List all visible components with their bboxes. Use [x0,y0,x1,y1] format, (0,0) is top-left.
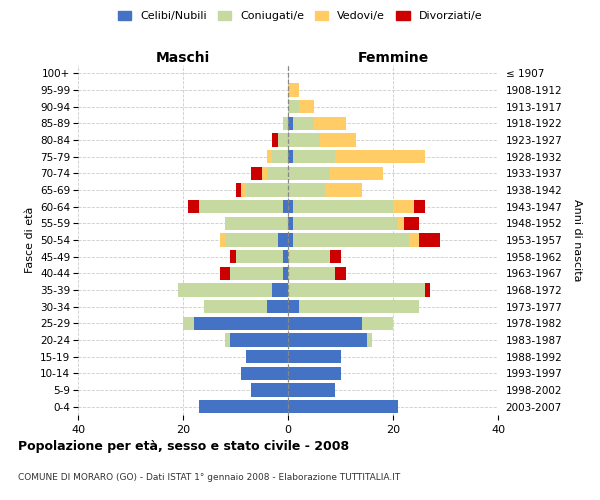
Bar [204,300,267,314]
Bar [299,300,419,314]
Bar [367,334,372,346]
Bar [178,284,272,296]
Bar [288,100,299,114]
Bar [272,134,277,146]
Bar [199,200,283,213]
Bar [251,166,262,180]
Bar [262,166,267,180]
Bar [288,184,325,196]
Bar [335,150,425,164]
Bar [288,200,293,213]
Bar [409,234,419,246]
Bar [225,234,277,246]
Bar [414,200,425,213]
Y-axis label: Anni di nascita: Anni di nascita [572,198,582,281]
Bar [330,166,383,180]
Bar [288,350,341,364]
Bar [288,134,320,146]
Bar [288,366,341,380]
Bar [398,216,404,230]
Bar [419,234,440,246]
Bar [330,250,341,264]
Bar [288,316,361,330]
Bar [288,216,293,230]
Bar [241,366,288,380]
Bar [288,400,398,413]
Bar [293,216,398,230]
Bar [220,234,225,246]
Bar [267,300,288,314]
Bar [235,184,241,196]
Bar [325,184,361,196]
Bar [283,116,288,130]
Bar [283,250,288,264]
Bar [288,84,299,96]
Bar [299,100,314,114]
Bar [425,284,430,296]
Bar [272,150,288,164]
Bar [230,250,235,264]
Bar [288,384,335,396]
Bar [246,350,288,364]
Bar [288,116,293,130]
Bar [288,250,330,264]
Bar [283,200,288,213]
Bar [230,266,283,280]
Bar [288,300,299,314]
Bar [288,266,335,280]
Bar [183,316,193,330]
Bar [193,316,288,330]
Bar [283,266,288,280]
Bar [246,184,288,196]
Bar [293,200,393,213]
Bar [277,134,288,146]
Bar [314,116,346,130]
Y-axis label: Fasce di età: Fasce di età [25,207,35,273]
Text: Maschi: Maschi [156,51,210,65]
Bar [293,234,409,246]
Bar [404,216,419,230]
Bar [277,234,288,246]
Bar [199,400,288,413]
Bar [293,116,314,130]
Bar [235,250,283,264]
Bar [225,216,288,230]
Bar [272,284,288,296]
Bar [230,334,288,346]
Bar [225,334,230,346]
Text: COMUNE DI MORARO (GO) - Dati ISTAT 1° gennaio 2008 - Elaborazione TUTTITALIA.IT: COMUNE DI MORARO (GO) - Dati ISTAT 1° ge… [18,473,400,482]
Bar [393,200,414,213]
Bar [241,184,246,196]
Text: Femmine: Femmine [358,51,428,65]
Text: Popolazione per età, sesso e stato civile - 2008: Popolazione per età, sesso e stato civil… [18,440,349,453]
Legend: Celibi/Nubili, Coniugati/e, Vedovi/e, Divorziati/e: Celibi/Nubili, Coniugati/e, Vedovi/e, Di… [118,10,482,21]
Bar [188,200,199,213]
Bar [288,166,330,180]
Bar [220,266,230,280]
Bar [288,234,293,246]
Bar [267,166,288,180]
Bar [288,334,367,346]
Bar [335,266,346,280]
Bar [361,316,393,330]
Bar [288,284,425,296]
Bar [293,150,335,164]
Bar [288,150,293,164]
Bar [251,384,288,396]
Bar [320,134,356,146]
Bar [267,150,272,164]
